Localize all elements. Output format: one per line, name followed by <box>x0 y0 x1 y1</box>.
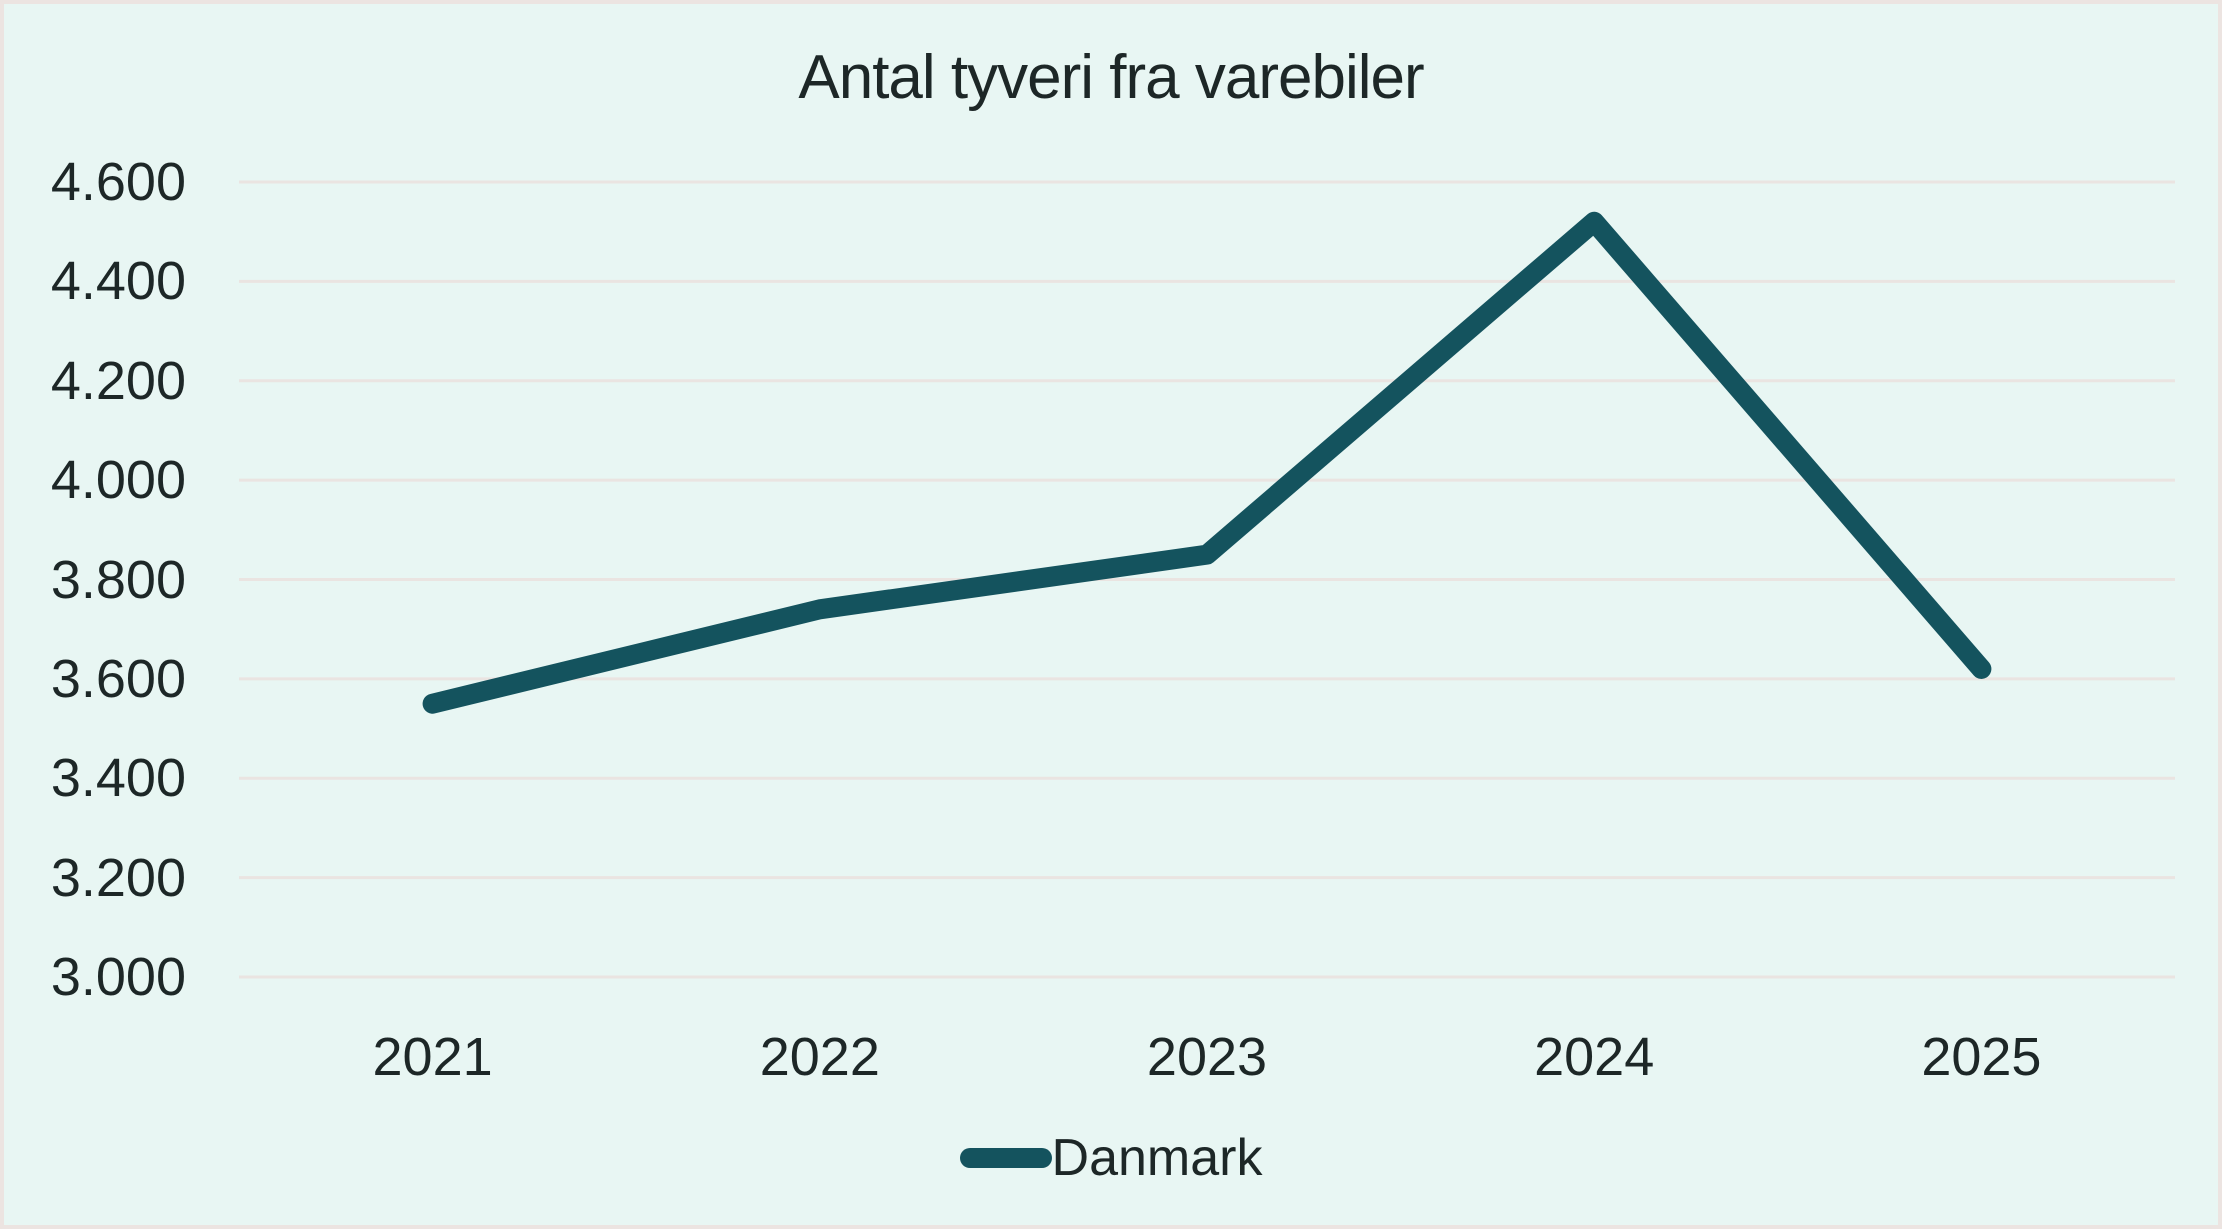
y-tick-label: 3.400 <box>50 748 186 809</box>
x-tick-label: 2024 <box>1534 1027 1655 1087</box>
chart-title: Antal tyveri fra varebiler <box>798 43 1424 112</box>
x-tick-label: 2023 <box>1146 1027 1268 1087</box>
y-tick-label: 3.600 <box>50 648 186 709</box>
legend-line-marker-icon <box>959 1148 1052 1168</box>
x-tick-label: 2025 <box>1921 1027 2042 1087</box>
y-tick-label: 3.000 <box>50 947 186 1007</box>
y-tick-label: 3.800 <box>50 549 186 610</box>
y-tick-label: 4.200 <box>50 350 186 411</box>
y-tick-label: 3.200 <box>50 847 186 908</box>
series-line-danmark <box>422 211 1992 714</box>
y-tick-label: 4.000 <box>50 450 186 511</box>
legend-label: Danmark <box>1051 1129 1263 1187</box>
y-tick-label: 4.400 <box>50 251 186 312</box>
x-tick-label: 2021 <box>372 1027 493 1087</box>
gridlines <box>239 180 2175 979</box>
y-tick-label: 4.600 <box>50 152 186 212</box>
x-tick-label: 2022 <box>759 1027 880 1087</box>
legend: Danmark <box>4 1128 2218 1188</box>
line-chart-plot <box>239 180 2175 979</box>
